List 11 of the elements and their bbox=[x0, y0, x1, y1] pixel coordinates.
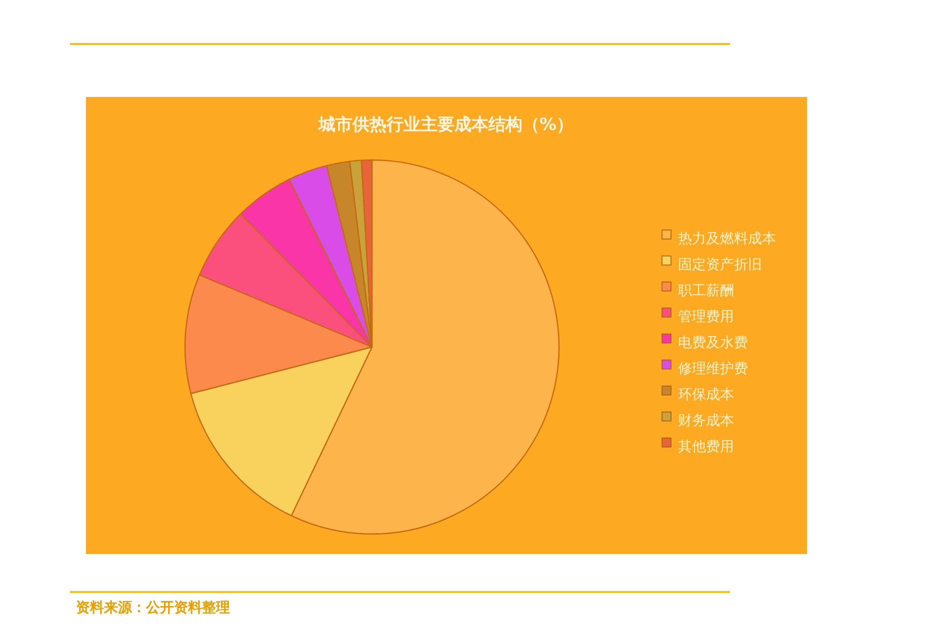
legend-label: 环保成本 bbox=[678, 386, 734, 403]
legend-label: 其他费用 bbox=[678, 438, 734, 455]
legend-label: 职工薪酬 bbox=[678, 282, 734, 299]
legend-label: 修理维护费 bbox=[678, 360, 748, 377]
legend-label: 热力及燃料成本 bbox=[678, 230, 776, 247]
legend-label: 电费及水费 bbox=[678, 334, 748, 351]
legend-label: 管理费用 bbox=[678, 308, 734, 325]
text: 资料来源：公开资料整理 bbox=[76, 600, 230, 616]
legend-label: 固定资产折旧 bbox=[678, 256, 762, 273]
chart-title: 城市供热行业主要成本结构（%） bbox=[317, 115, 574, 135]
legend-label: 财务成本 bbox=[678, 412, 734, 429]
